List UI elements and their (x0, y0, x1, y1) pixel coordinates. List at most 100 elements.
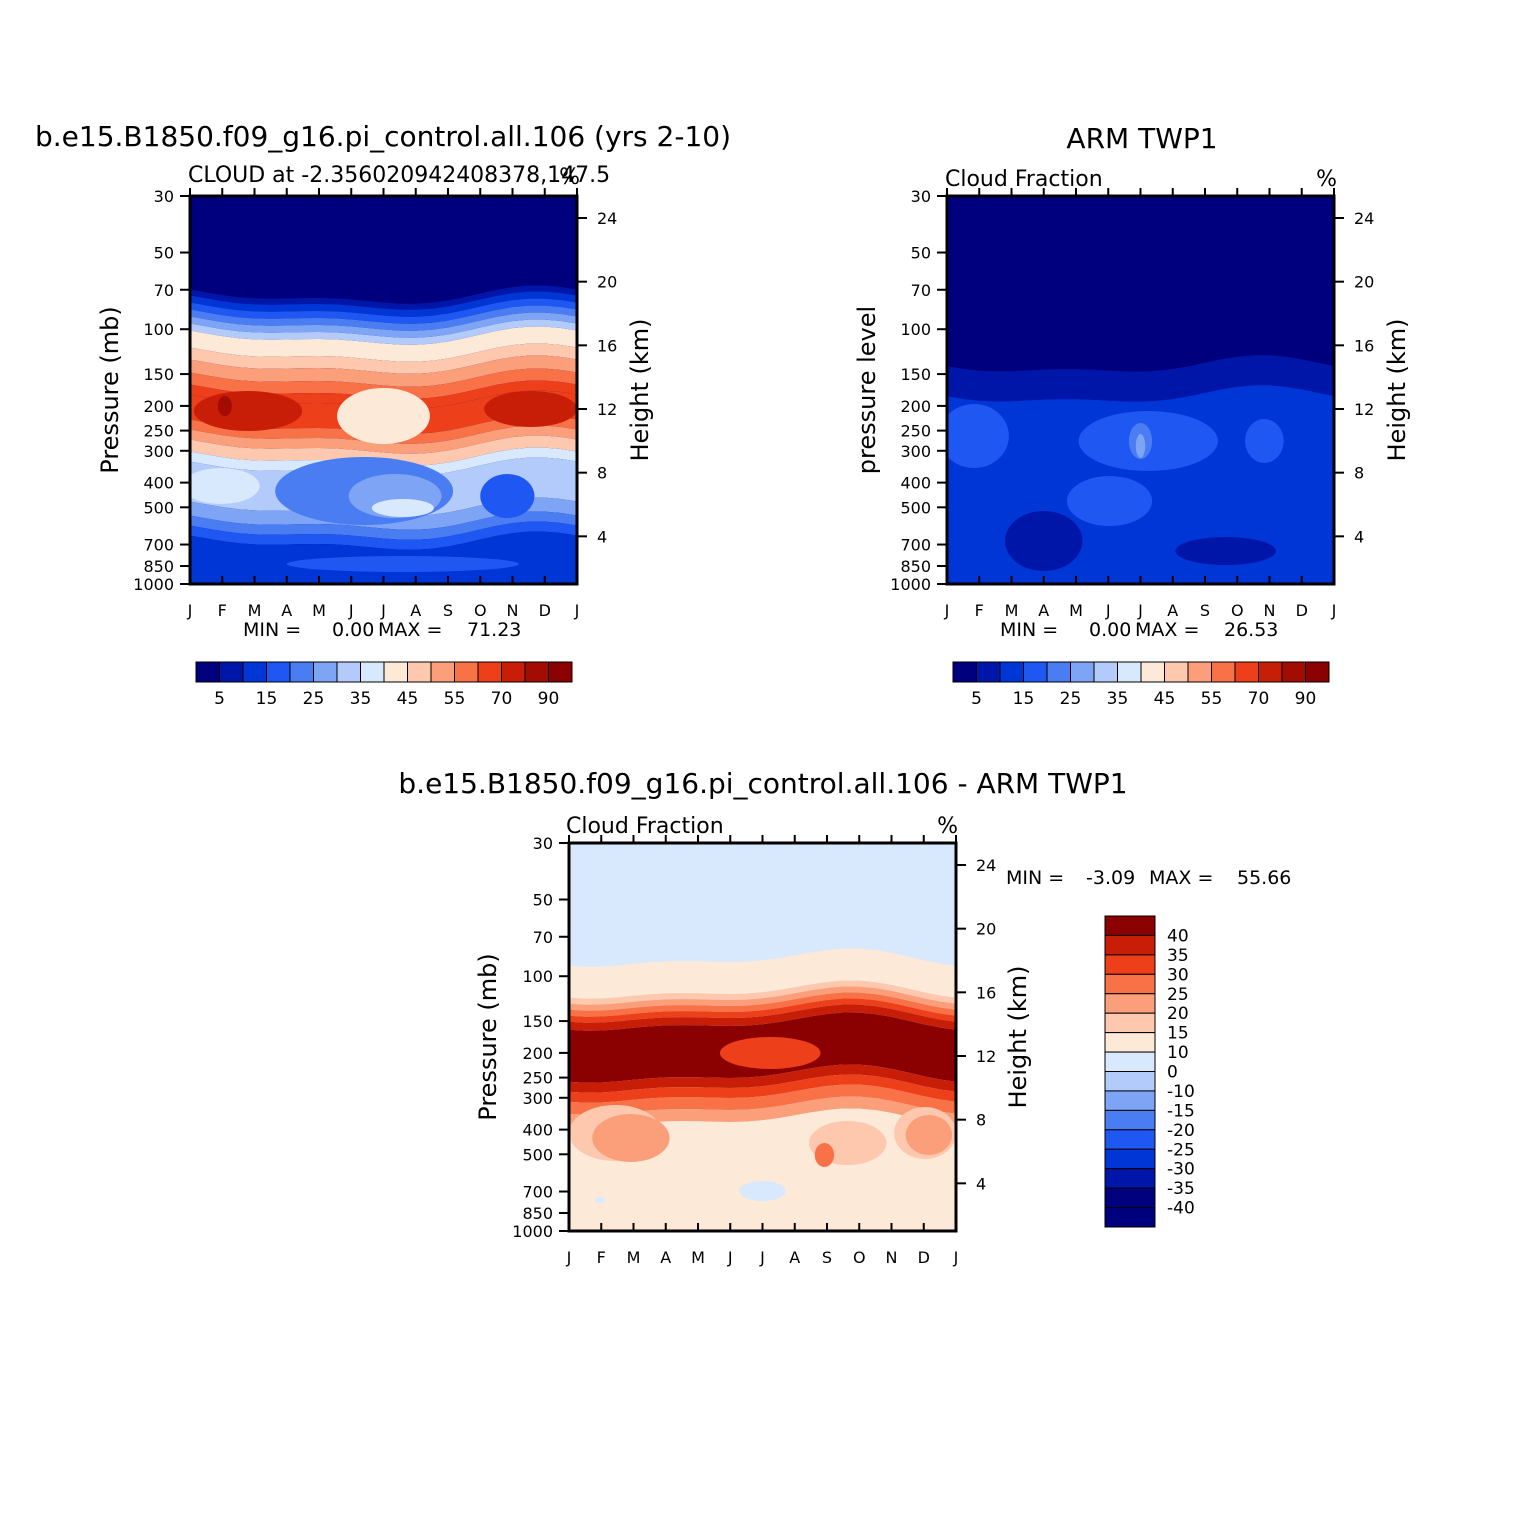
colorbar-swatch (360, 661, 385, 683)
y2-tick-label: 4 (597, 527, 607, 546)
contour-blob (594, 1197, 606, 1203)
contour-band (190, 196, 577, 304)
colorbar-swatch (1281, 661, 1306, 683)
y2-tick-label: 8 (1354, 464, 1364, 483)
panel-model: b.e15.B1850.f09_g16.pi_control.all.106 (… (35, 120, 731, 709)
contour-band (569, 1004, 956, 1031)
colorbar-label: 5 (214, 689, 225, 709)
colorbar-label: -30 (1167, 1160, 1195, 1180)
colorbar-label: 70 (491, 689, 513, 709)
y-tick-label: 30 (154, 187, 174, 206)
contour-blob (947, 404, 1009, 468)
colorbar-swatch (999, 661, 1024, 683)
min-label: MIN = (1006, 867, 1064, 889)
contour-field (947, 196, 1334, 584)
colorbar-swatch (454, 661, 479, 683)
colorbar-label: 25 (1060, 689, 1082, 709)
contour-band (190, 435, 577, 466)
y-tick-label: 500 (522, 1145, 553, 1164)
x-tick-label: A (789, 1248, 800, 1267)
y-tick-label: 100 (143, 320, 174, 339)
contour-blob (217, 396, 232, 416)
contour-blob (1066, 476, 1153, 526)
contour-band (947, 196, 1334, 372)
x-tick-label: O (474, 601, 487, 620)
panel-subtitle-right: % (937, 814, 958, 839)
y-tick-label: 300 (143, 442, 174, 461)
colorbar-swatch (195, 661, 220, 683)
contour-band (947, 355, 1334, 402)
max-label: MAX = (1149, 867, 1213, 889)
contour-band (190, 355, 577, 387)
contour-band (190, 319, 577, 345)
min-label: MIN = (243, 619, 301, 641)
y2-tick-label: 16 (976, 983, 996, 1002)
y-tick-label: 300 (900, 442, 931, 461)
x-tick-label: S (822, 1248, 832, 1267)
contour-blob (1244, 419, 1284, 463)
y-tick-label: 250 (900, 422, 931, 441)
panel-obs: ARM TWP1 Cloud Fraction % J F M A M J J A S O N D J3… (853, 122, 1411, 709)
contour-blob (719, 1037, 821, 1069)
y-tick-label: 50 (911, 244, 931, 263)
x-tick-label: J (759, 1248, 765, 1267)
y2-tick-label: 12 (597, 400, 617, 419)
x-tick-label: J (953, 1248, 959, 1267)
colorbar-label: -25 (1167, 1140, 1195, 1160)
y-tick-label: 70 (533, 928, 553, 947)
x-tick-label: F (218, 601, 227, 620)
panel-subtitle-left: Cloud Fraction (566, 814, 724, 839)
y2-axis-label: Height (km) (1004, 966, 1032, 1109)
x-tick-label: M (627, 1248, 641, 1267)
y-tick-label: 700 (900, 536, 931, 555)
contour-band (190, 521, 577, 550)
colorbar-swatch (266, 661, 291, 683)
x-tick-label: D (918, 1248, 930, 1267)
x-tick-label: O (1231, 601, 1244, 620)
colorbar-swatch (1234, 661, 1259, 683)
max-label: MAX = (378, 619, 442, 641)
y-tick-label: 30 (533, 834, 553, 853)
colorbar-label: 30 (1167, 965, 1189, 985)
contour-band (190, 291, 577, 317)
y2-axis-label: Height (km) (1383, 319, 1411, 462)
colorbar-swatch (1093, 661, 1118, 683)
contour-blob (1005, 511, 1083, 571)
max-value: 71.23 (467, 619, 521, 641)
colorbar-label: 55 (444, 689, 466, 709)
contour-band (190, 368, 577, 399)
y-axis-label: pressure level (853, 306, 881, 474)
colorbar-swatch (383, 661, 408, 683)
contour-band (569, 1074, 956, 1103)
colorbar-label: 70 (1248, 689, 1270, 709)
colorbar-swatch (1104, 1051, 1156, 1072)
y-tick-label: 1000 (890, 575, 931, 594)
colorbar-swatch (952, 661, 977, 683)
x-tick-label: J (944, 601, 950, 620)
y-tick-label: 1000 (512, 1222, 553, 1241)
panel-subtitle-left: Cloud Fraction (945, 167, 1103, 192)
contour-blob (371, 499, 434, 517)
contour-band (190, 511, 577, 540)
colorbar-swatch (1104, 915, 1156, 936)
y2-tick-label: 16 (597, 336, 617, 355)
y-tick-label: 700 (143, 536, 174, 555)
y2-tick-label: 16 (1354, 336, 1374, 355)
y2-tick-label: 20 (1354, 273, 1374, 292)
panel-diff: b.e15.B1850.f09_g16.pi_control.all.106 -… (398, 767, 1291, 1267)
contour-band (569, 998, 956, 1023)
colorbar-label: -20 (1167, 1121, 1195, 1141)
colorbar-swatch (1187, 661, 1212, 683)
colorbar-label: 35 (1107, 689, 1129, 709)
colorbar-label: 35 (1167, 946, 1189, 966)
axis-ticks: J F M A M J J A S O N D J305070100150200250300400500… (890, 187, 1374, 620)
y-tick-label: 250 (143, 422, 174, 441)
y2-tick-label: 20 (976, 920, 996, 939)
contour-blob (337, 388, 430, 444)
colorbar-label: -15 (1167, 1101, 1195, 1121)
axis-ticks: J F M A M J J A S O N D J305070100150200250300400500… (133, 187, 617, 620)
x-tick-label: S (443, 601, 453, 620)
colorbar-swatch (1023, 661, 1048, 683)
x-tick-label: N (507, 601, 519, 620)
